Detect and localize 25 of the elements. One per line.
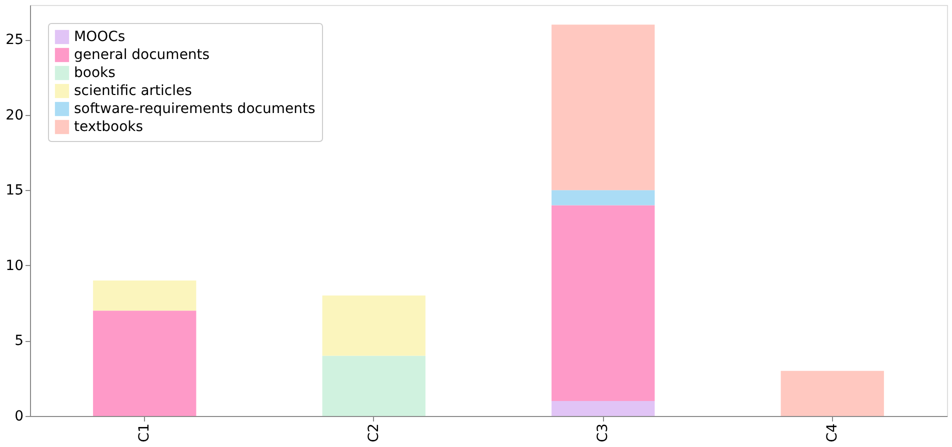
bar	[552, 24, 655, 190]
y-tick-label: 20	[6, 107, 24, 124]
bar	[552, 190, 655, 206]
bar	[552, 205, 655, 401]
bar	[780, 370, 884, 416]
x-tick-label: C3	[595, 424, 612, 442]
legend-label: general documents	[74, 47, 210, 63]
y-tick-label: 0	[14, 408, 24, 424]
y-tick-label: 10	[6, 258, 24, 274]
legend-label: books	[74, 65, 116, 81]
bar	[93, 280, 196, 311]
x-tick-label: C1	[136, 424, 153, 442]
y-tick-label: 25	[6, 32, 24, 48]
bar	[93, 310, 196, 416]
bar	[322, 356, 426, 416]
y-tick-label: 15	[6, 182, 24, 199]
bar	[552, 400, 655, 416]
bar	[322, 296, 426, 356]
legend-label: software-requirements documents	[74, 101, 316, 117]
y-tick-label: 5	[14, 333, 24, 350]
legend-label: MOOCs	[74, 29, 126, 45]
legend-label: scientific articles	[74, 83, 192, 99]
x-tick-label: C4	[824, 423, 840, 442]
legend-label: textbooks	[74, 119, 144, 135]
x-tick-label: C2	[366, 424, 382, 442]
